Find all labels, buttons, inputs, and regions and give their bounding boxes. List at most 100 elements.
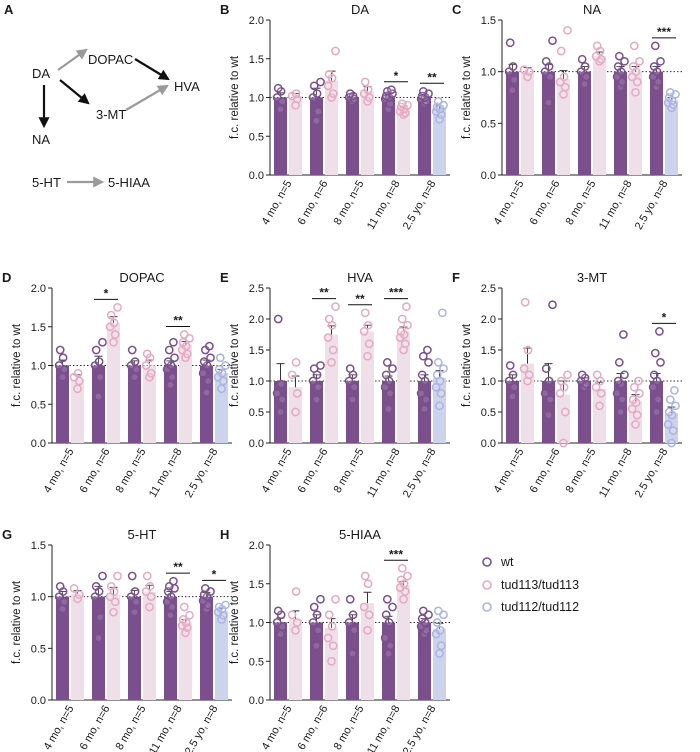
bar-tud113-d [71, 379, 84, 443]
data-point-tud113-e [400, 339, 410, 349]
data-point-wt-d [98, 337, 107, 347]
data-point-wt-g [58, 604, 67, 614]
data-point-wt-h [418, 606, 428, 616]
data-point-tud113-h [327, 622, 337, 631]
y-tick-label-d: 0.5 [31, 399, 46, 411]
data-point-wt-f [544, 376, 554, 386]
data-point-tud112-f [665, 395, 675, 404]
data-point-tud113-h [363, 625, 372, 635]
bar-wt-c [506, 71, 519, 175]
x-tick-label-d: 6 mo, n=6 [78, 447, 113, 496]
y-tick-label-e: 2.0 [249, 314, 264, 326]
bar-tud113-b [289, 97, 302, 175]
data-point-tud113-b [291, 89, 301, 98]
data-point-tud113-b [328, 89, 338, 98]
data-point-wt-h [309, 602, 319, 612]
data-point-wt-g [95, 612, 105, 622]
y-tick-label-e: 0.0 [249, 438, 264, 450]
bar-tud112-c [665, 100, 678, 175]
data-point-wt-d [202, 388, 211, 397]
data-point-tud113-e [363, 320, 373, 330]
data-point-tud113-f [635, 389, 644, 398]
bar-tud113-g [107, 594, 120, 700]
data-point-wt-f [652, 407, 661, 417]
data-point-tud113-c [631, 87, 640, 97]
data-point-tud113-h [291, 625, 300, 635]
chart-title-h: 5-HIAA [339, 527, 381, 542]
y-tick-label-g: 1.5 [31, 540, 46, 552]
data-point-wt-e [388, 364, 397, 373]
data-point-wt-b [387, 85, 396, 95]
data-point-wt-d [166, 380, 175, 390]
data-point-wt-c [613, 62, 623, 71]
arrow-da-dopac [57, 48, 88, 71]
data-point-tud113-f [634, 376, 643, 386]
significance-label-e: ** [319, 286, 329, 300]
data-point-tud113-e [363, 351, 372, 361]
x-tick-label-h: 4 mo, n=5 [260, 704, 295, 752]
y-tick-label-b: 1.0 [249, 93, 264, 105]
data-point-tud113-d [73, 384, 82, 394]
y-tick-label-c: 0.0 [481, 170, 496, 182]
bar-tud113-b [325, 80, 338, 175]
y-tick-label-e: 1.5 [249, 345, 264, 357]
data-point-wt-d [54, 361, 64, 370]
data-point-wt-g [200, 584, 210, 593]
data-point-tud112-e [431, 382, 441, 392]
panel-label-h: H [220, 527, 229, 542]
data-point-tud113-g [110, 597, 120, 607]
data-point-wt-f [655, 327, 664, 336]
data-point-tud113-f [555, 389, 565, 398]
data-point-tud112-e [436, 389, 446, 398]
data-point-wt-e [344, 376, 354, 386]
significance-label-f: * [662, 310, 667, 324]
legend-marker-tud112 [482, 602, 492, 612]
bar-wt-e [310, 381, 323, 443]
data-point-tud113-h [323, 633, 333, 643]
data-point-wt-h [348, 649, 357, 658]
data-point-tud112-e [432, 370, 442, 380]
data-point-wt-f [648, 382, 658, 392]
data-point-wt-c [617, 77, 627, 87]
y-tick-label-h: 1.0 [249, 618, 264, 630]
data-point-tud113-e [327, 358, 336, 367]
data-point-tud113-d [109, 318, 119, 328]
node-3mt: 3-MT [96, 107, 126, 122]
data-point-tud113-h [328, 641, 338, 651]
data-point-wt-c [580, 79, 589, 89]
data-point-wt-b [316, 77, 325, 87]
data-point-wt-d [58, 372, 67, 382]
panel-label-g: G [2, 527, 12, 542]
panel-label-d: D [2, 270, 11, 285]
data-point-wt-h [313, 625, 323, 635]
data-point-tud113-h [291, 587, 301, 596]
data-point-tud112-c [665, 87, 675, 97]
panel-h: H 5-HIAA f.c. relative to wt 0.0 0.5 1.0 1.5 2.… [220, 527, 450, 752]
chart-title-e: HVA [347, 270, 373, 285]
bar-tud113-c [593, 56, 606, 175]
data-point-wt-h [276, 629, 285, 639]
data-point-tud113-c [592, 41, 602, 51]
y-tick-label-c: 1.0 [481, 67, 496, 79]
data-point-tud113-g [142, 571, 152, 581]
data-point-tud113-g [178, 615, 188, 624]
bar-tud113-b [397, 109, 410, 175]
data-point-tud113-h [364, 610, 374, 620]
data-point-wt-h [384, 649, 393, 658]
x-tick-label-f: 6 mo, n=6 [528, 447, 563, 496]
data-point-tud113-b [331, 46, 340, 56]
bar-wt-g [56, 596, 69, 700]
data-point-tud113-d [110, 330, 120, 339]
x-tick-label-g: 4 mo, n=5 [42, 704, 77, 752]
y-tick-label-f: 2.0 [481, 314, 496, 326]
data-point-wt-d [203, 376, 213, 386]
y-axis-label-h: f.c. relative to wt [229, 580, 241, 664]
data-point-wt-e [384, 404, 393, 414]
bar-tud113-e [361, 331, 374, 443]
data-point-wt-d [130, 357, 140, 366]
data-point-wt-f [545, 395, 555, 404]
x-tick-label-b: 11 mo, n=8 [365, 179, 403, 232]
data-point-wt-d [205, 341, 214, 351]
data-point-wt-h [345, 594, 355, 604]
arrow-3mt-hva [125, 84, 169, 111]
